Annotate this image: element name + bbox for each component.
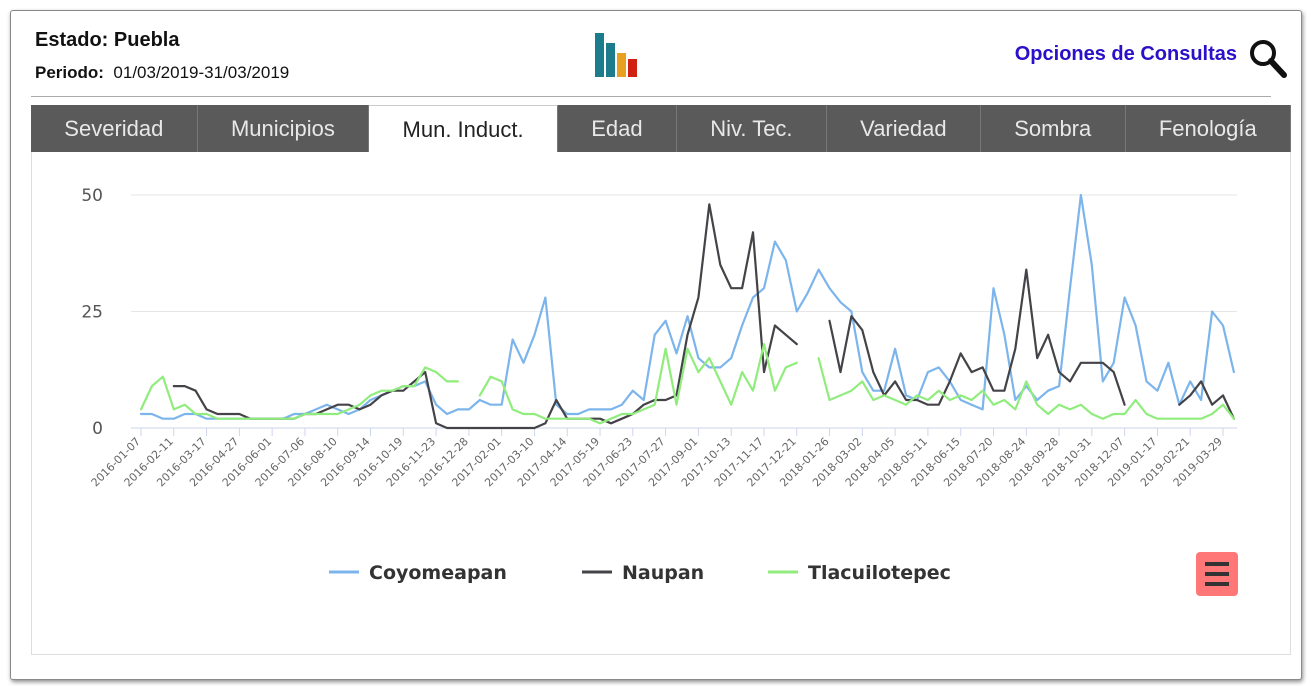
chart-icon[interactable]	[595, 31, 651, 81]
tab[interactable]: Niv. Tec.	[677, 105, 827, 152]
tab[interactable]: Fenología	[1126, 105, 1292, 152]
tab[interactable]: Variedad	[827, 105, 981, 152]
card: Estado: Puebla Periodo: 01/03/2019-31/03…	[10, 10, 1302, 680]
estado-label: Estado:	[35, 29, 109, 51]
legend-item[interactable]: Naupan	[582, 562, 704, 584]
menu-bar	[1205, 562, 1229, 566]
tab[interactable]: Mun. Induct.	[369, 105, 558, 152]
tab[interactable]: Edad	[558, 105, 677, 152]
menu-button[interactable]	[1196, 552, 1238, 596]
header-rule	[31, 96, 1271, 97]
options-link[interactable]: Opciones de Consultas	[1014, 43, 1237, 65]
series-line	[1178, 380, 1235, 420]
series-line	[139, 366, 459, 420]
periodo-label: Periodo:	[35, 63, 104, 82]
tab[interactable]: Municipios	[198, 105, 370, 152]
series-line	[172, 203, 798, 430]
estado: Estado: Puebla	[35, 29, 179, 52]
menu-bar	[1205, 582, 1229, 586]
tab-bar: Severidad Municipios Mun. Induct. Edad Niv. …	[31, 105, 1292, 152]
estado-value: Puebla	[113, 29, 180, 51]
y-tick-label: 25	[81, 303, 103, 323]
y-tick-label: 0	[92, 419, 103, 439]
legend-item[interactable]: Tlacuilotepec	[768, 562, 951, 584]
y-tick-label: 50	[81, 186, 103, 206]
tab[interactable]: Sombra	[981, 105, 1126, 152]
legend-label: Tlacuilotepec	[808, 562, 951, 584]
series-line	[139, 193, 1235, 420]
series-line	[828, 268, 1126, 406]
series-line	[478, 343, 798, 425]
tab[interactable]: Severidad	[31, 105, 198, 152]
legend-item[interactable]: Coyomeapan	[329, 562, 507, 584]
legend-label: Coyomeapan	[369, 562, 507, 584]
periodo-value: 01/03/2019-31/03/2019	[113, 63, 290, 82]
chart-panel: 0 25 50 2016-01-07 2016-02-11 2016-03-17 2016-…	[31, 152, 1291, 655]
periodo: Periodo: 01/03/2019-31/03/2019	[35, 63, 289, 83]
search-icon[interactable]	[1247, 37, 1289, 81]
menu-bar	[1205, 572, 1229, 576]
legend-label: Naupan	[622, 562, 704, 584]
series-line	[817, 357, 1235, 420]
chart: 025502016-01-072016-02-112016-03-172016-…	[81, 186, 1238, 596]
